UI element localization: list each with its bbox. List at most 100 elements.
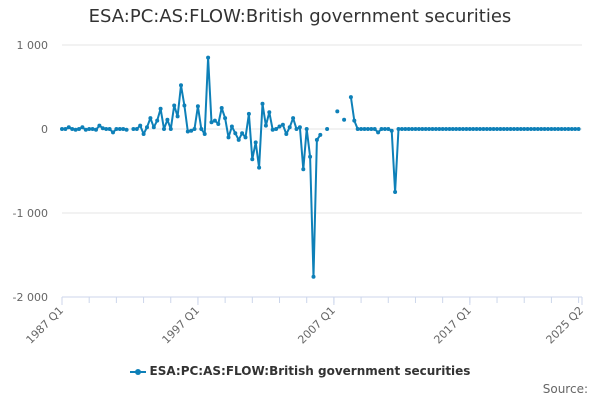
data-point xyxy=(546,127,550,131)
data-point xyxy=(162,127,166,131)
data-point xyxy=(498,127,503,131)
data-point xyxy=(304,127,309,131)
data-point xyxy=(481,127,486,131)
data-point xyxy=(104,127,109,131)
data-point xyxy=(195,104,200,109)
data-point xyxy=(488,127,493,131)
data-point xyxy=(179,83,183,88)
data-point xyxy=(90,127,95,131)
data-point xyxy=(556,127,561,131)
data-point xyxy=(573,127,578,131)
data-point xyxy=(535,127,540,131)
y-tick-label: -1 000 xyxy=(13,207,48,220)
data-point xyxy=(430,127,435,131)
data-point xyxy=(522,127,527,131)
data-point xyxy=(467,127,472,131)
data-point xyxy=(94,127,98,132)
data-point xyxy=(542,127,547,131)
data-point xyxy=(87,127,92,131)
data-point xyxy=(168,127,173,131)
data-point xyxy=(274,127,279,131)
data-point xyxy=(66,125,71,130)
legend[interactable]: ESA:PC:AS:FLOW:British government securi… xyxy=(0,364,600,378)
y-tick-label: 0 xyxy=(41,123,48,136)
data-point xyxy=(277,124,282,129)
data-point xyxy=(576,127,581,131)
data-point xyxy=(206,55,211,60)
data-point xyxy=(355,127,360,131)
data-point xyxy=(450,127,455,131)
data-point xyxy=(403,127,408,131)
data-point xyxy=(270,127,275,132)
data-point xyxy=(216,122,221,126)
data-point xyxy=(464,127,469,131)
data-point xyxy=(376,130,381,135)
data-point xyxy=(246,111,251,116)
data-point xyxy=(372,127,377,131)
data-point xyxy=(440,127,445,131)
data-point xyxy=(280,122,285,127)
data-point xyxy=(508,127,513,131)
legend-symbol-icon xyxy=(129,367,146,377)
data-point xyxy=(165,117,170,122)
data-point xyxy=(138,123,143,128)
data-point xyxy=(444,127,449,131)
data-point xyxy=(389,128,394,133)
data-point xyxy=(427,127,432,131)
series xyxy=(60,55,581,279)
data-point xyxy=(478,127,482,131)
data-point xyxy=(192,127,197,131)
data-point xyxy=(97,123,102,128)
data-point xyxy=(284,132,289,136)
data-point xyxy=(257,165,262,170)
data-point xyxy=(202,132,207,136)
data-point xyxy=(124,127,129,132)
data-point xyxy=(433,127,438,131)
data-point xyxy=(263,123,268,128)
data-point xyxy=(525,127,530,131)
data-point xyxy=(141,132,146,136)
data-point xyxy=(80,125,85,130)
data-point xyxy=(437,127,442,131)
data-point xyxy=(185,129,190,134)
data-point xyxy=(512,127,516,131)
data-point xyxy=(532,127,537,131)
data-point xyxy=(294,127,299,131)
data-point xyxy=(501,127,506,131)
data-point xyxy=(250,157,255,162)
data-point xyxy=(393,190,398,194)
data-point xyxy=(396,127,401,131)
data-point xyxy=(505,127,510,131)
data-point xyxy=(148,116,153,121)
data-point xyxy=(549,127,554,131)
data-point xyxy=(199,127,204,131)
data-point xyxy=(559,127,564,131)
data-point xyxy=(454,127,459,131)
data-point xyxy=(399,127,404,131)
data-point xyxy=(359,127,364,131)
data-point xyxy=(233,131,238,136)
data-point xyxy=(60,127,64,131)
data-point xyxy=(406,127,411,131)
data-point xyxy=(229,124,234,129)
data-point xyxy=(325,127,330,131)
legend-item-label: ESA:PC:AS:FLOW:British government securi… xyxy=(149,364,471,378)
data-point xyxy=(474,127,479,131)
x-tick-label: 2007 Q1 xyxy=(295,304,338,347)
data-point xyxy=(212,118,217,123)
data-point xyxy=(529,127,533,131)
data-point xyxy=(447,127,452,131)
data-point xyxy=(413,127,418,131)
data-point xyxy=(369,127,374,131)
data-point xyxy=(219,106,224,110)
grid xyxy=(62,44,582,298)
data-point xyxy=(382,127,387,131)
data-point xyxy=(495,127,499,131)
data-point xyxy=(209,120,214,125)
data-point xyxy=(73,127,78,132)
data-point xyxy=(243,135,248,140)
data-point xyxy=(172,103,177,108)
source-label: Source: xyxy=(542,382,588,396)
data-point xyxy=(297,125,302,130)
y-axis: 1 000 0 -1 000 -2 000 xyxy=(13,39,48,304)
